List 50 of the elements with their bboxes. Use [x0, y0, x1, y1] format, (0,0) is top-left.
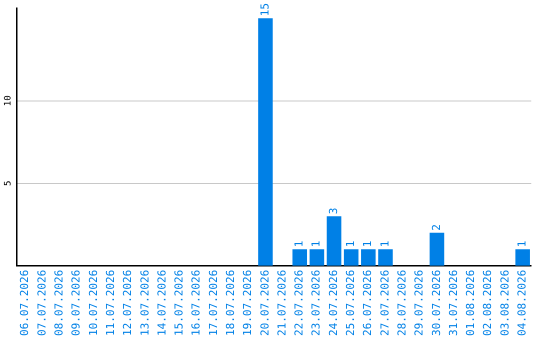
x-tick-label: 27.07.2026: [378, 270, 392, 336]
bar: [326, 216, 342, 266]
bar: [310, 249, 324, 266]
data-label: 1: [310, 240, 323, 248]
x-tick-label: 31.07.2026: [446, 270, 460, 336]
x-tick-label: 14.07.2026: [155, 270, 168, 336]
x-tick-label: 30.07.2026: [430, 270, 443, 336]
x-tick-label: 13.07.2026: [138, 270, 152, 336]
data-label: 3: [326, 208, 340, 214]
bar: [344, 249, 358, 266]
data-label: 2: [430, 224, 443, 231]
data-label: 1: [344, 240, 358, 248]
x-tick-label: 10.07.2026: [86, 270, 100, 336]
x-tick-label: 08.07.2026: [52, 270, 66, 336]
x-tick-label: 19.07.2026: [241, 270, 254, 336]
x-tick-label: 15.07.2026: [172, 270, 186, 336]
x-tick-label: 11.07.2026: [104, 270, 117, 336]
x-tick-label: 07.07.2026: [35, 270, 48, 336]
x-tick-label: 02.08.2026: [481, 270, 494, 336]
y-tick-label: 10: [4, 95, 14, 106]
x-tick-label: 06.07.2026: [18, 270, 32, 336]
x-tick-label: 16.07.2026: [190, 270, 203, 336]
x-tick-label: 09.07.2026: [70, 270, 83, 336]
data-label: 1: [378, 240, 392, 248]
x-tick-label: 04.08.2026: [516, 270, 529, 336]
x-tick-label: 24.07.2026: [326, 270, 340, 336]
y-tick-label: 5: [4, 180, 14, 186]
bar: [430, 232, 444, 266]
bar: [515, 249, 530, 266]
x-tick-label: 17.07.2026: [206, 270, 220, 336]
bar: [361, 249, 376, 266]
x-tick-label: 28.07.2026: [395, 270, 408, 336]
x-tick-label: 21.07.2026: [275, 270, 288, 336]
x-tick-label: 18.07.2026: [224, 270, 238, 336]
data-label: 15: [258, 3, 272, 16]
x-tick-label: 12.07.2026: [121, 270, 134, 336]
x-tick-label: 23.07.2026: [310, 270, 323, 336]
x-tick-label: 22.07.2026: [292, 270, 306, 336]
x-tick-label: 20.07.2026: [258, 270, 272, 336]
x-tick-label: 03.08.2026: [498, 270, 512, 336]
x-tick-label: 25.07.2026: [344, 270, 358, 336]
bar: [378, 249, 393, 266]
bar: [292, 249, 308, 266]
bar: [258, 18, 273, 266]
data-label: 1: [516, 240, 529, 248]
data-label: 1: [361, 240, 374, 248]
x-tick-label: 26.07.2026: [361, 270, 374, 336]
data-label: 1: [292, 240, 306, 248]
x-tick-label: 29.07.2026: [412, 270, 426, 336]
x-tick-label: 01.08.2026: [464, 270, 478, 336]
